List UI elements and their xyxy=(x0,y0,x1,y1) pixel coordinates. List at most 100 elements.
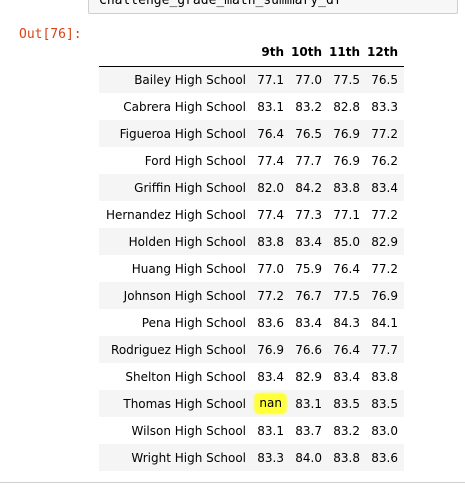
table-cell: 77.2 xyxy=(371,261,398,276)
table-cell: 83.7 xyxy=(295,423,322,438)
input-code: Challenge_grade_math_summary_df xyxy=(99,0,342,8)
table-cell: 83.4 xyxy=(257,369,284,384)
row-index-school: Huang High School xyxy=(131,261,246,276)
table-cell: 77.2 xyxy=(371,207,398,222)
row-index-school: Cabrera High School xyxy=(123,99,246,114)
row-index-school: Wright High School xyxy=(131,450,246,465)
table-cell: 83.1 xyxy=(257,99,284,114)
table-cell: 83.4 xyxy=(295,234,322,249)
table-cell: 77.4 xyxy=(257,207,284,222)
output-prompt: Out[76]: xyxy=(19,27,82,42)
table-row: Shelton High School 83.4 82.9 83.4 83.8 xyxy=(99,363,404,390)
table-cell: 83.4 xyxy=(371,180,398,195)
table-cell: 76.7 xyxy=(295,288,322,303)
table-row: Figueroa High School 76.4 76.5 76.9 77.2 xyxy=(99,120,404,147)
table-cell: 82.8 xyxy=(333,99,360,114)
row-index-school: Thomas High School xyxy=(123,396,246,411)
table-cell: 76.9 xyxy=(371,288,398,303)
table-cell: 76.9 xyxy=(333,126,360,141)
table-cell: 82.9 xyxy=(371,234,398,249)
table-cell: 77.1 xyxy=(333,207,360,222)
table-row: Rodriguez High School 76.9 76.6 76.4 77.7 xyxy=(99,336,404,363)
table-cell: 77.5 xyxy=(333,288,360,303)
row-index-school: Holden High School xyxy=(128,234,246,249)
column-header-10th: 10th xyxy=(290,39,328,67)
row-index-school: Hernandez High School xyxy=(105,207,246,222)
table-cell: 76.5 xyxy=(295,126,322,141)
table-cell: 76.2 xyxy=(371,153,398,168)
table-cell-highlighted: nan xyxy=(252,390,290,417)
table-cell: 77.1 xyxy=(257,72,284,87)
table-cell: 85.0 xyxy=(333,234,360,249)
table-cell: 76.5 xyxy=(371,72,398,87)
row-index-school: Bailey High School xyxy=(134,72,246,87)
table-cell: 83.5 xyxy=(371,396,398,411)
row-index-school: Rodriguez High School xyxy=(111,342,246,357)
table-row: Hernandez High School 77.4 77.3 77.1 77.2 xyxy=(99,201,404,228)
index-header xyxy=(99,39,252,67)
row-index-school: Wilson High School xyxy=(131,423,246,438)
table-cell: 83.6 xyxy=(371,450,398,465)
table-cell: 83.2 xyxy=(333,423,360,438)
table-cell: 83.4 xyxy=(295,315,322,330)
table-cell: 76.4 xyxy=(333,261,360,276)
table-row: Thomas High School nan 83.1 83.5 83.5 xyxy=(99,390,404,417)
table-cell: 83.2 xyxy=(295,99,322,114)
table-row: Holden High School 83.8 83.4 85.0 82.9 xyxy=(99,228,404,255)
table-cell: 75.9 xyxy=(295,261,322,276)
table-row: Johnson High School 77.2 76.7 77.5 76.9 xyxy=(99,282,404,309)
table-cell: 76.4 xyxy=(257,126,284,141)
table-row: Cabrera High School 83.1 83.2 82.8 83.3 xyxy=(99,93,404,120)
column-header-9th: 9th xyxy=(252,39,290,67)
table-cell: 77.4 xyxy=(257,153,284,168)
table-row: Bailey High School 77.1 77.0 77.5 76.5 xyxy=(99,66,404,93)
column-header-12th: 12th xyxy=(366,39,404,67)
table-cell: 77.7 xyxy=(295,153,322,168)
table-row: Wright High School 83.3 84.0 83.8 83.6 xyxy=(99,444,404,471)
row-index-school: Johnson High School xyxy=(123,288,246,303)
previous-input-cell[interactable]: Challenge_grade_math_summary_df xyxy=(88,0,458,14)
table-cell: 84.3 xyxy=(333,315,360,330)
table-cell: 83.5 xyxy=(333,396,360,411)
table-cell: 77.7 xyxy=(371,342,398,357)
table-cell: 83.0 xyxy=(371,423,398,438)
table-cell: 77.2 xyxy=(371,126,398,141)
table-cell: 84.2 xyxy=(295,180,322,195)
table-row: Huang High School 77.0 75.9 76.4 77.2 xyxy=(99,255,404,282)
table-row: Pena High School 83.6 83.4 84.3 84.1 xyxy=(99,309,404,336)
table-cell: 77.5 xyxy=(333,72,360,87)
table-cell: 77.3 xyxy=(295,207,322,222)
table-cell: 83.4 xyxy=(333,369,360,384)
table-cell: 76.9 xyxy=(257,342,284,357)
table-cell: 76.6 xyxy=(295,342,322,357)
table-row: Griffin High School 82.0 84.2 83.8 83.4 xyxy=(99,174,404,201)
row-index-school: Pena High School xyxy=(141,315,246,330)
table-cell: 77.0 xyxy=(295,72,322,87)
table-cell: 83.3 xyxy=(371,99,398,114)
table-cell: 83.8 xyxy=(257,234,284,249)
table-cell: 83.8 xyxy=(333,180,360,195)
table-cell: 83.1 xyxy=(257,423,284,438)
table-cell: 76.9 xyxy=(333,153,360,168)
table-cell: 83.8 xyxy=(333,450,360,465)
row-index-school: Ford High School xyxy=(144,153,246,168)
table-cell: 77.2 xyxy=(257,288,284,303)
table-cell: 84.1 xyxy=(371,315,398,330)
table-row: Ford High School 77.4 77.7 76.9 76.2 xyxy=(99,147,404,174)
table-cell: 76.4 xyxy=(333,342,360,357)
row-index-school: Figueroa High School xyxy=(119,126,246,141)
table-cell: 83.3 xyxy=(257,450,284,465)
table-cell: 83.8 xyxy=(371,369,398,384)
table-cell: 83.6 xyxy=(257,315,284,330)
table-cell: 82.9 xyxy=(295,369,322,384)
cell-divider xyxy=(0,482,465,483)
column-header-11th: 11th xyxy=(328,39,366,67)
highlight-marker: nan xyxy=(255,394,286,413)
dataframe-table: 9th 10th 11th 12th Bailey High School 77.… xyxy=(99,39,404,471)
row-index-school: Shelton High School xyxy=(125,369,246,384)
row-index-school: Griffin High School xyxy=(134,180,246,195)
table-cell: 77.0 xyxy=(257,261,284,276)
table-header-row: 9th 10th 11th 12th xyxy=(99,39,404,67)
table-cell: 84.0 xyxy=(295,450,322,465)
